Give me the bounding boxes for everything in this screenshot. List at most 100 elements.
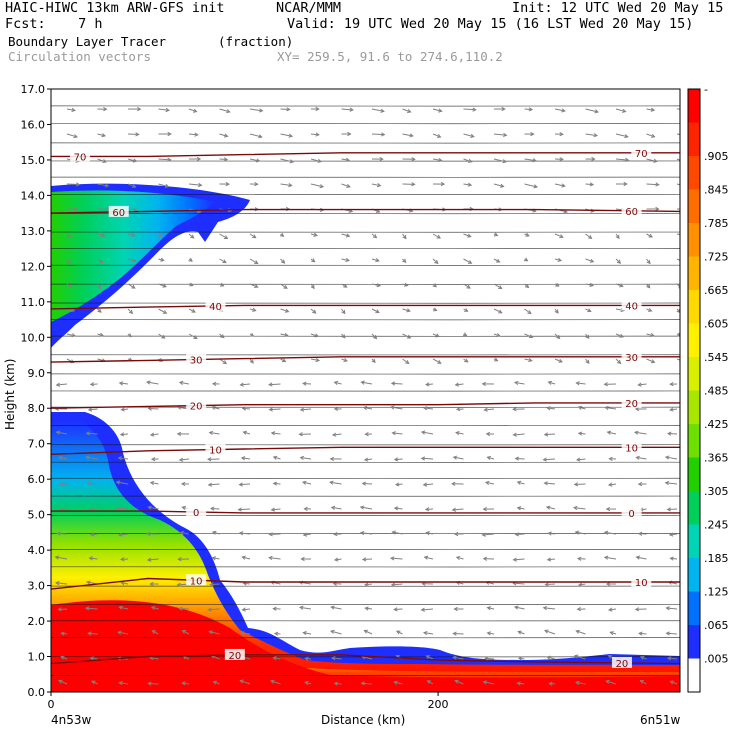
vector-arrowhead — [591, 156, 596, 162]
colorbar-swatch — [688, 122, 700, 157]
vector-arrowhead — [258, 108, 264, 113]
vector-arrowhead — [252, 307, 257, 312]
vector-arrowhead — [589, 282, 595, 288]
vector-arrowhead — [420, 430, 426, 435]
circulation-vector — [487, 632, 495, 635]
circulation-vector — [453, 656, 464, 660]
vector-arrowhead — [272, 656, 277, 661]
circulation-vector — [119, 382, 129, 385]
vector-arrowhead — [364, 582, 369, 587]
plot-frame — [50, 88, 681, 693]
vector-arrowhead — [119, 432, 125, 437]
circulation-vector — [88, 408, 98, 411]
vector-arrowhead — [435, 333, 440, 338]
vector-arrowhead — [88, 556, 93, 561]
vector-arrowhead — [135, 132, 140, 137]
vector-arrowhead — [118, 605, 123, 610]
vector-arrowhead — [559, 157, 564, 162]
vector-arrowhead — [389, 556, 395, 561]
circulation-vector — [463, 258, 472, 264]
vector-arrowhead — [390, 381, 396, 386]
vector-arrowhead — [343, 283, 348, 288]
contour-label-bg — [186, 505, 207, 517]
circulation-vector — [86, 456, 98, 460]
circulation-vector — [548, 532, 556, 535]
vector-arrowhead — [588, 234, 593, 239]
institution-label: NCAR/MMM — [276, 0, 342, 16]
vector-arrowhead — [402, 234, 407, 240]
vector-arrowhead — [668, 532, 674, 537]
circulation-vector — [209, 631, 220, 635]
vector-arrowhead — [372, 234, 378, 239]
vector-arrowhead — [302, 532, 308, 537]
vector-arrowhead — [494, 357, 499, 362]
circulation-vector — [426, 532, 434, 535]
vector-arrowhead — [544, 629, 549, 634]
vector-arrowhead — [363, 457, 369, 462]
circulation-vector — [676, 258, 680, 262]
vector-arrowhead — [58, 455, 63, 461]
vector-arrowhead — [131, 183, 137, 188]
circulation-vector — [180, 531, 190, 535]
colorbar-swatch — [688, 223, 700, 257]
circulation-vector — [127, 258, 137, 262]
circulation-vector — [219, 258, 227, 264]
vector-arrowhead — [637, 531, 643, 536]
circulation-vector — [273, 482, 281, 485]
circulation-vector — [402, 308, 411, 312]
valid-time: Valid: 19 UTC Wed 20 May 15 (16 LST Wed … — [287, 16, 694, 32]
vector-arrowhead — [655, 206, 660, 212]
vector-arrowhead — [120, 407, 125, 412]
vector-arrowhead — [341, 309, 346, 315]
vector-arrowhead — [85, 455, 90, 460]
circulation-vector — [212, 557, 220, 560]
colorbar-label: .545 — [704, 351, 729, 364]
circulation-vector — [249, 108, 263, 112]
vector-arrowhead — [395, 630, 401, 635]
colorbar-label: .665 — [704, 284, 729, 297]
vector-arrowhead — [619, 283, 624, 288]
circulation-vector — [146, 381, 159, 385]
circulation-vector — [615, 108, 626, 113]
vector-arrowhead — [452, 655, 457, 660]
circulation-vector — [310, 358, 320, 362]
circulation-vector — [269, 383, 281, 386]
vector-arrowhead — [484, 656, 489, 661]
vector-arrowhead — [66, 259, 71, 265]
circulation-vector — [421, 608, 434, 611]
vector-arrowhead — [409, 133, 414, 138]
vector-arrowhead — [333, 532, 338, 537]
vector-arrowhead — [333, 681, 338, 686]
circulation-vector — [670, 680, 678, 685]
vector-arrowhead — [132, 158, 138, 163]
vector-arrowhead — [605, 581, 611, 587]
circulation-vector — [456, 556, 464, 560]
circulation-vector — [615, 133, 628, 138]
contour-label: 10 — [635, 578, 648, 589]
y-tick-label: 15.0 — [21, 154, 46, 167]
vector-arrowhead — [117, 456, 123, 461]
circulation-vector — [239, 483, 251, 486]
circulation-vector — [524, 358, 532, 362]
circulation-vector — [463, 183, 472, 186]
circulation-vector — [241, 632, 251, 635]
circulation-vector — [66, 183, 80, 186]
vector-arrowhead — [530, 131, 535, 137]
circulation-vector — [524, 158, 537, 162]
vector-arrowhead — [512, 557, 517, 562]
circulation-vector — [362, 482, 373, 485]
vector-arrowhead — [635, 455, 640, 460]
vector-arrowhead — [359, 530, 365, 536]
y-tick-label: 1.0 — [28, 651, 46, 664]
circulation-vector — [119, 606, 129, 610]
circulation-vector — [310, 183, 324, 188]
circulation-vector — [554, 183, 565, 187]
contour-label-bg — [621, 506, 642, 518]
vector-arrowhead — [486, 455, 491, 461]
contour-label-bg — [186, 399, 207, 411]
vector-arrowhead — [239, 382, 244, 387]
circulation-vector — [640, 680, 647, 685]
vector-arrowhead — [423, 555, 429, 560]
vector-arrowhead — [424, 507, 430, 512]
vector-arrowhead — [574, 654, 579, 659]
